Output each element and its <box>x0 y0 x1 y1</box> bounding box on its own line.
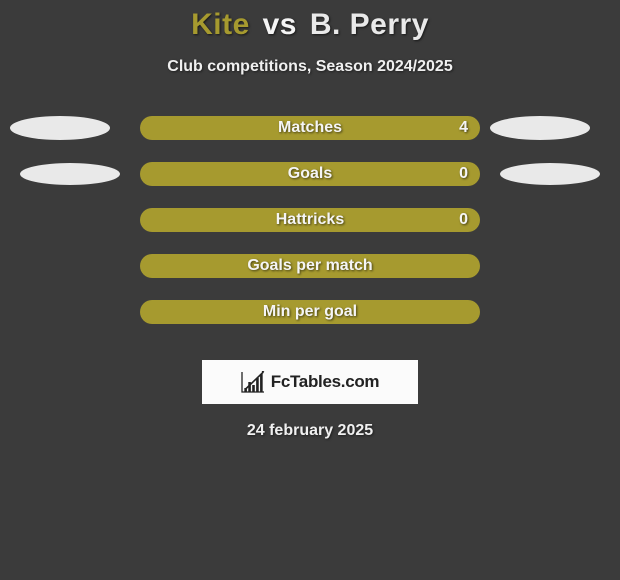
title: Kite vs B. Perry <box>0 0 620 42</box>
subtitle: Club competitions, Season 2024/2025 <box>0 58 620 76</box>
title-vs: vs <box>263 8 297 41</box>
stat-label: Min per goal <box>140 300 480 324</box>
logo-text: FcTables.com <box>271 372 380 392</box>
stat-label: Goals <box>140 162 480 186</box>
stat-value: 4 <box>459 116 468 140</box>
stat-left-ellipse <box>20 163 120 185</box>
stat-label: Matches <box>140 116 480 140</box>
logo-chart-icon <box>241 371 265 393</box>
stat-row: Hattricks0 <box>0 208 620 254</box>
stat-row: Matches4 <box>0 116 620 162</box>
stats-rows: Matches4Goals0Hattricks0Goals per matchM… <box>0 116 620 346</box>
date: 24 february 2025 <box>0 422 620 440</box>
stat-right-ellipse <box>490 116 590 140</box>
logo-box: FcTables.com <box>202 360 418 404</box>
stat-pill: Goals0 <box>140 162 480 186</box>
stat-value: 0 <box>459 208 468 232</box>
stat-pill: Matches4 <box>140 116 480 140</box>
stat-pill: Min per goal <box>140 300 480 324</box>
stat-row: Goals0 <box>0 162 620 208</box>
stat-left-ellipse <box>10 116 110 140</box>
stat-row: Goals per match <box>0 254 620 300</box>
stat-label: Goals per match <box>140 254 480 278</box>
stat-label: Hattricks <box>140 208 480 232</box>
stat-pill: Hattricks0 <box>140 208 480 232</box>
stat-pill: Goals per match <box>140 254 480 278</box>
stat-value: 0 <box>459 162 468 186</box>
player-left-name: Kite <box>191 8 250 41</box>
player-right-name: B. Perry <box>310 8 429 41</box>
stat-row: Min per goal <box>0 300 620 346</box>
stat-right-ellipse <box>500 163 600 185</box>
